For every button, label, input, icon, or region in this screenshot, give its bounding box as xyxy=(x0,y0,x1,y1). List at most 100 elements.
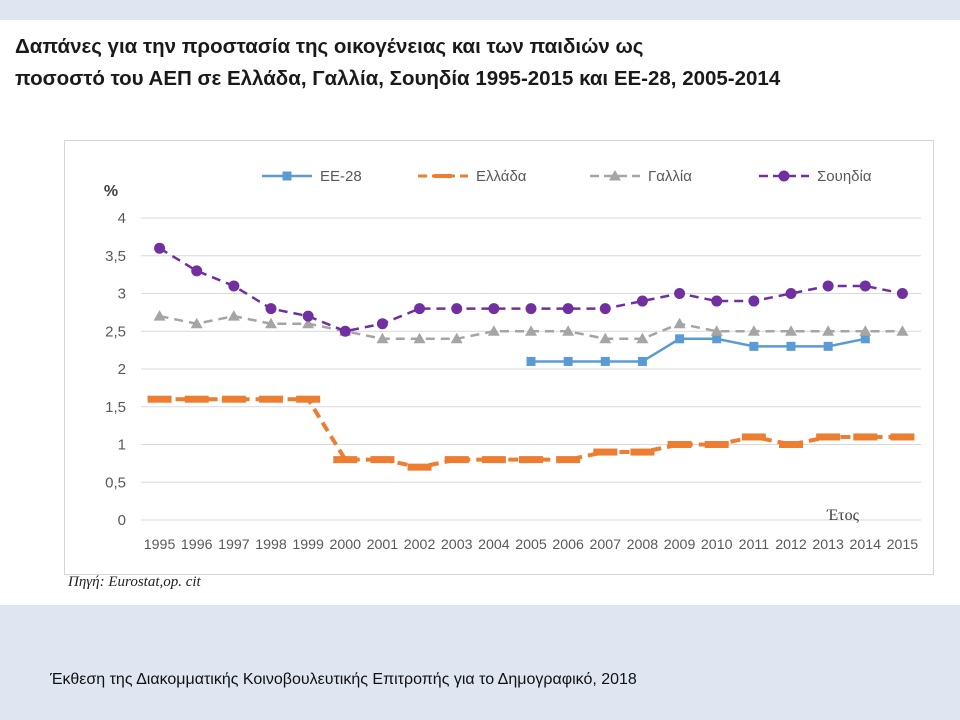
data-point xyxy=(525,303,537,315)
data-point xyxy=(376,318,388,330)
data-point xyxy=(779,441,803,448)
x-tick-label: 2012 xyxy=(775,537,807,553)
x-tick-label: 2009 xyxy=(664,537,696,553)
x-tick-label: 2003 xyxy=(441,537,473,553)
data-point xyxy=(749,341,759,351)
x-tick-label: 2000 xyxy=(330,537,362,553)
y-tick-labels: 0 0,5 1 1,5 2 2,5 3 3,5 4 xyxy=(105,210,126,529)
data-point xyxy=(519,456,543,464)
y-tick-label: 1,5 xyxy=(105,399,126,416)
data-point xyxy=(890,433,915,441)
x-tick-label: 1998 xyxy=(255,537,287,553)
data-point xyxy=(525,325,537,336)
data-point xyxy=(451,303,463,315)
data-point xyxy=(414,303,426,315)
x-tick-label: 2001 xyxy=(367,537,399,553)
data-point xyxy=(444,456,469,464)
data-point xyxy=(191,265,203,277)
y-tick-label: 0 xyxy=(118,512,126,529)
data-point xyxy=(259,395,283,403)
series-line xyxy=(531,337,866,363)
data-point xyxy=(747,325,760,336)
x-tick-label: 2014 xyxy=(850,537,882,553)
data-point xyxy=(816,433,841,441)
data-point xyxy=(667,441,692,448)
x-axis-label: Έτος xyxy=(826,507,860,524)
chart-frame xyxy=(64,140,934,575)
data-point xyxy=(376,332,389,344)
data-point xyxy=(748,295,760,307)
data-point xyxy=(636,295,648,307)
x-tick-label: 1995 xyxy=(144,537,176,553)
data-point xyxy=(675,334,685,344)
data-point xyxy=(333,456,358,464)
data-point xyxy=(673,317,686,329)
data-point xyxy=(184,395,209,403)
data-point xyxy=(712,334,722,344)
data-point xyxy=(339,325,351,337)
legend-label: Γαλλία xyxy=(648,168,692,185)
data-point xyxy=(228,280,240,292)
data-point xyxy=(487,325,500,336)
top-band xyxy=(0,0,960,20)
data-point xyxy=(599,303,611,315)
legend-label: Σουηδία xyxy=(817,168,872,185)
x-tick-label: 2008 xyxy=(627,537,659,553)
legend-label: ΕΕ-28 xyxy=(320,168,362,185)
data-point xyxy=(302,310,314,322)
legend: ΕΕ-28 Ελλάδα Γαλλία Σουηδία xyxy=(262,168,872,185)
data-point xyxy=(147,395,172,403)
data-point xyxy=(599,332,612,344)
y-tick-label: 3,5 xyxy=(105,248,126,265)
legend-item: ΕΕ-28 xyxy=(262,168,362,185)
y-tick-label: 1 xyxy=(118,437,126,454)
data-point xyxy=(741,433,766,441)
data-point xyxy=(853,433,878,441)
data-point xyxy=(704,441,729,448)
x-tick-label: 2015 xyxy=(887,537,919,553)
x-tick-label: 2004 xyxy=(478,537,510,553)
x-tick-label: 2006 xyxy=(552,537,584,553)
data-point xyxy=(562,303,574,315)
x-tick-label: 2013 xyxy=(812,537,844,553)
data-point xyxy=(227,310,240,321)
data-point xyxy=(674,288,686,299)
y-tick-label: 0,5 xyxy=(105,474,126,491)
gridlines xyxy=(141,217,921,521)
legend-marker xyxy=(778,170,790,182)
slide-title-line-1: Δαπάνες για την προστασία της οικογένεια… xyxy=(15,35,644,58)
data-point xyxy=(860,334,870,344)
x-tick-label: 1997 xyxy=(218,537,250,553)
data-point xyxy=(407,463,432,471)
data-point xyxy=(526,356,536,366)
data-point xyxy=(370,456,395,464)
line-chart: 0 0,5 1 1,5 2 2,5 3 3,5 4 1995 1996 1997 1998 1999 20… xyxy=(104,168,921,553)
data-point xyxy=(556,456,581,464)
series-Γαλλία xyxy=(153,310,909,344)
legend-item: Γαλλία xyxy=(590,168,692,185)
x-tick-label: 2011 xyxy=(739,537,770,553)
data-point xyxy=(896,288,908,299)
y-tick-label: 2 xyxy=(118,361,126,378)
data-point xyxy=(636,332,649,344)
data-point xyxy=(296,395,321,403)
data-point xyxy=(859,280,871,292)
source-note: Πηγή: Eurostat,op. cit xyxy=(68,574,201,590)
legend-marker xyxy=(609,170,621,181)
data-point xyxy=(710,325,723,336)
data-point xyxy=(786,341,796,351)
y-axis-label: % xyxy=(104,183,118,200)
x-tick-label: 2002 xyxy=(404,537,436,553)
y-tick-label: 4 xyxy=(118,210,126,227)
data-point xyxy=(785,288,797,299)
x-tick-label: 1996 xyxy=(181,537,213,553)
legend-label: Ελλάδα xyxy=(476,168,527,185)
y-tick-label: 2,5 xyxy=(105,323,126,340)
data-point xyxy=(265,317,277,329)
data-point xyxy=(302,317,315,329)
data-point xyxy=(153,310,166,321)
data-point xyxy=(154,242,166,254)
data-point xyxy=(562,325,575,336)
data-point xyxy=(637,356,647,366)
data-point xyxy=(600,356,610,366)
